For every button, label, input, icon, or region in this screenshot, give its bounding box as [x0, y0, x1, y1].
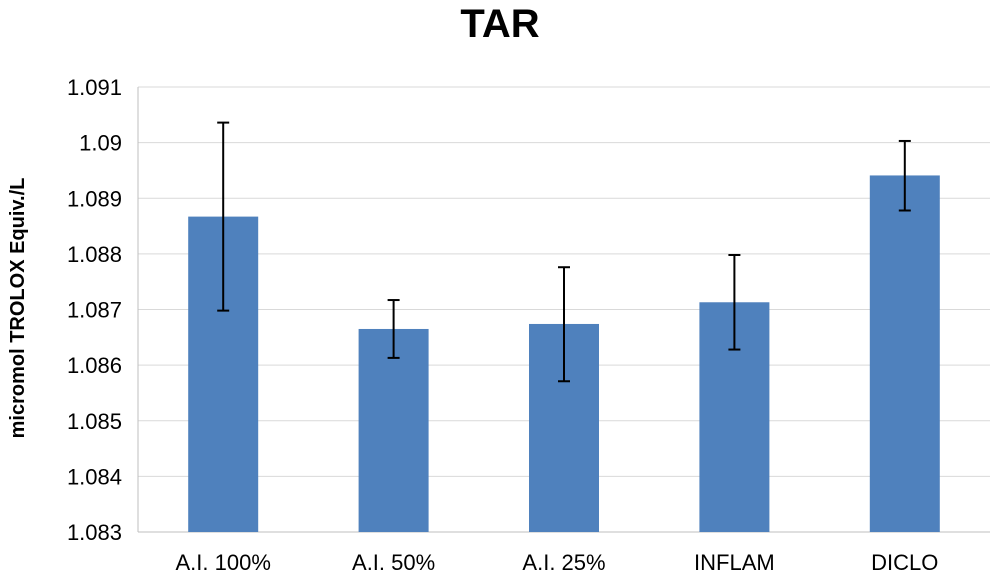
- chart-title: TAR: [460, 2, 539, 46]
- error-bar: [217, 121, 230, 312]
- x-tick-label: A.I. 100%: [176, 550, 271, 575]
- x-tick-label: INFLAM: [694, 550, 775, 575]
- y-tick-label: 1.091: [67, 75, 122, 100]
- y-tick-labels: 1.0831.0841.0851.0861.0871.0881.0891.091…: [67, 75, 122, 545]
- error-bars: [217, 121, 911, 383]
- y-tick-label: 1.083: [67, 520, 122, 545]
- y-tick-label: 1.085: [67, 409, 122, 434]
- y-tick-label: 1.087: [67, 298, 122, 323]
- x-tick-labels: A.I. 100% A.I. 50% A.I. 25% INFLAM DICLO: [176, 550, 939, 575]
- y-tick-label: 1.09: [79, 131, 122, 156]
- error-bar: [387, 299, 400, 359]
- y-axis-label: micromol TROLOX Equiv./L: [7, 178, 29, 439]
- x-tick-label: A.I. 25%: [522, 550, 605, 575]
- y-tick-label: 1.084: [67, 464, 122, 489]
- y-tick-label: 1.088: [67, 242, 122, 267]
- bar: [358, 328, 429, 532]
- error-bar: [898, 139, 911, 212]
- y-tick-label: 1.086: [67, 353, 122, 378]
- error-bar: [558, 266, 570, 383]
- y-tick-label: 1.089: [67, 186, 122, 211]
- error-bar: [728, 253, 741, 351]
- x-tick-label: A.I. 50%: [352, 550, 435, 575]
- x-tick-label: DICLO: [871, 550, 938, 575]
- bar: [869, 175, 940, 532]
